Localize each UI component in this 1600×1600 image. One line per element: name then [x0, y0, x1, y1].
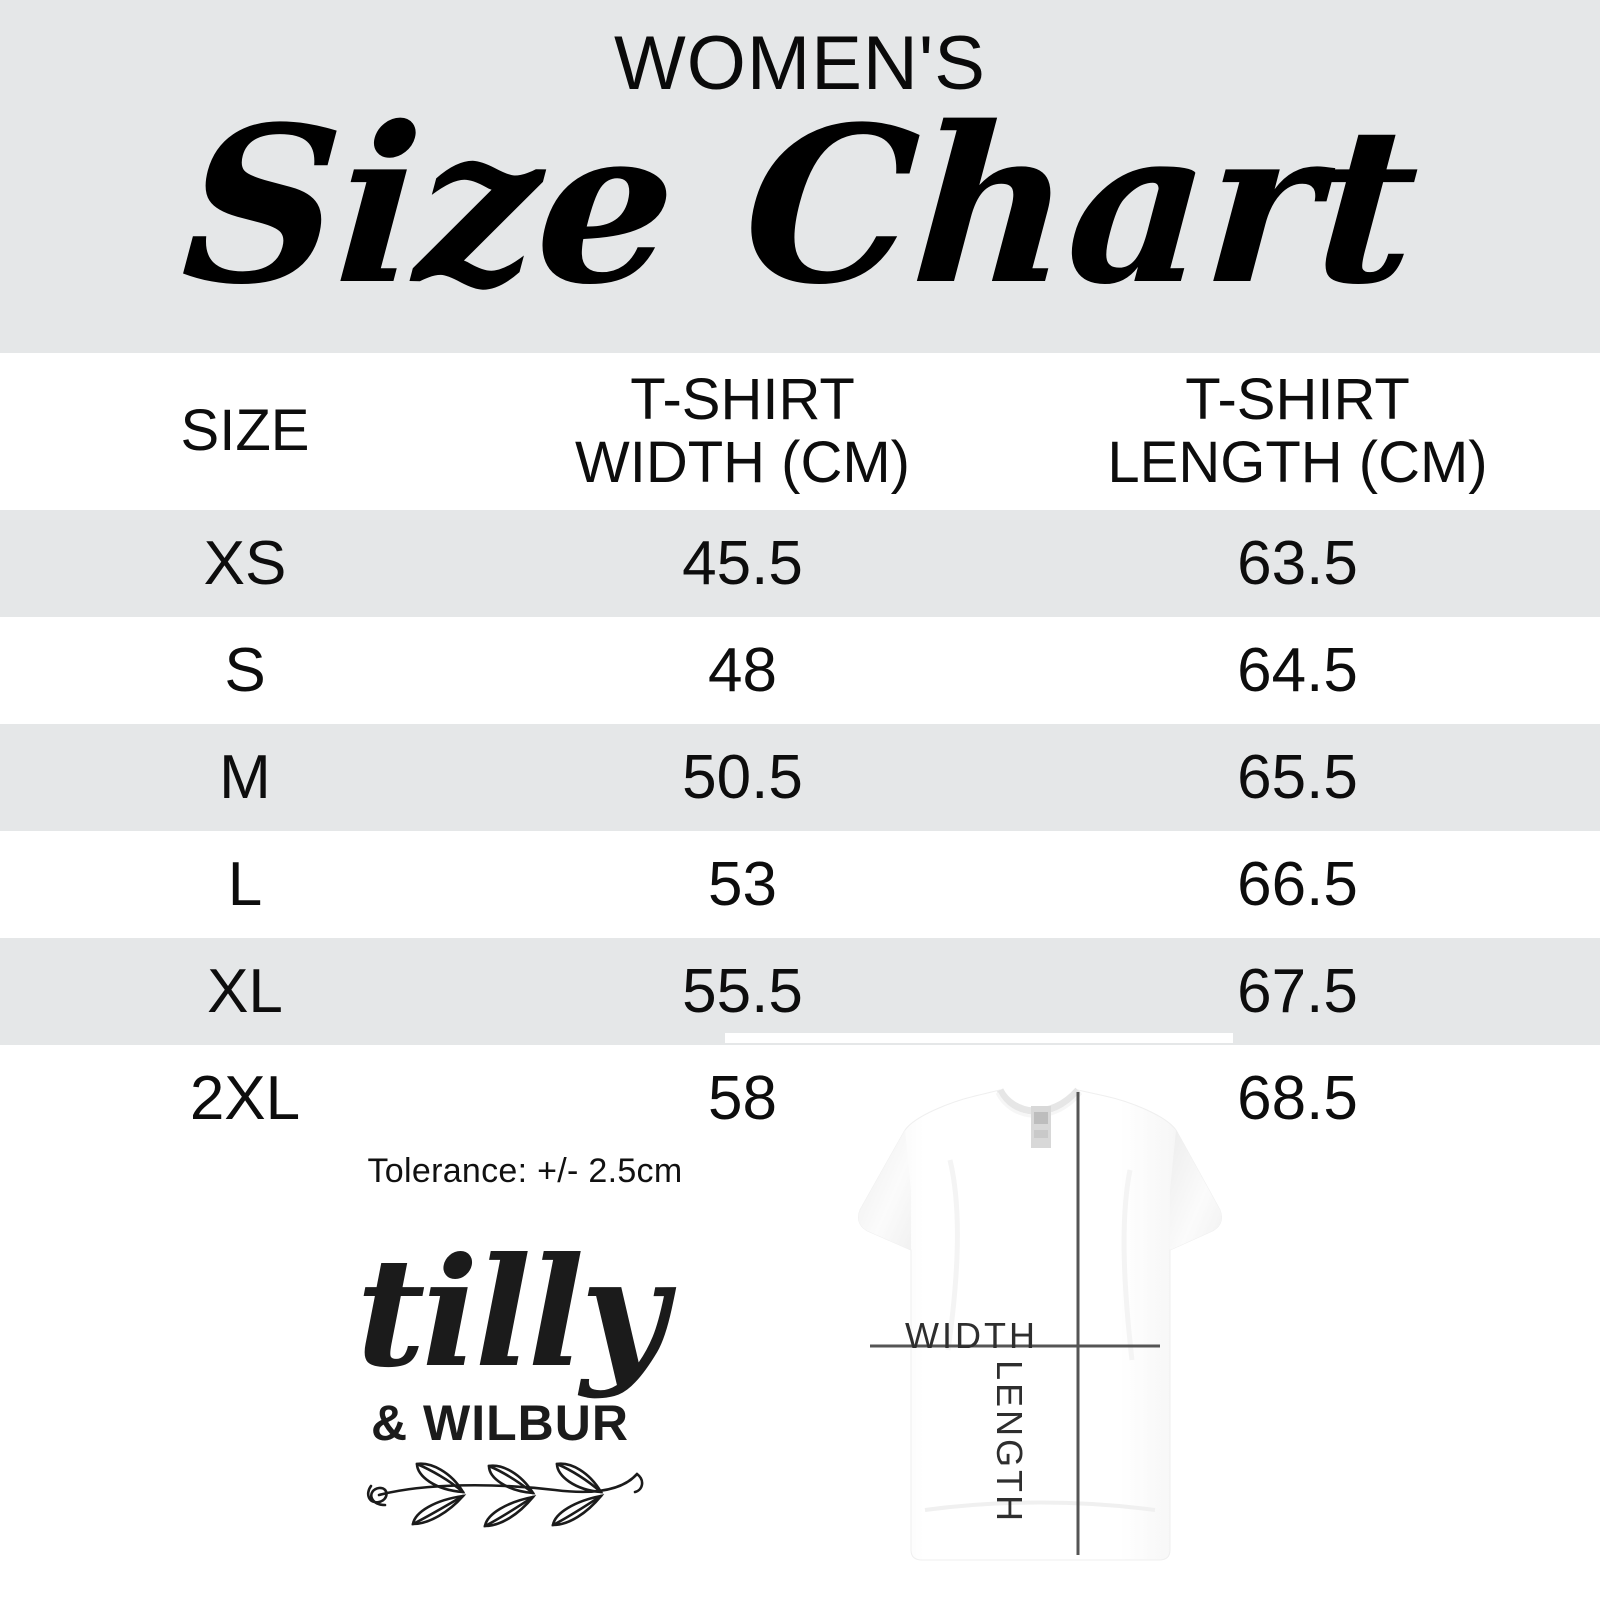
- column-header-width: T-SHIRT WIDTH (CM): [490, 366, 995, 495]
- column-header-length: T-SHIRT LENGTH (CM): [995, 366, 1600, 495]
- cell-size: XL: [207, 956, 283, 1026]
- cell-size: M: [219, 742, 271, 812]
- tolerance-note: Tolerance: +/- 2.5cm: [367, 1152, 683, 1190]
- page-title: Size Chart: [176, 79, 1424, 332]
- tshirt-diagram: WIDTH LENGTH: [700, 1030, 1320, 1600]
- cell-size: 2XL: [189, 1063, 301, 1133]
- column-header-size: SIZE: [0, 400, 490, 463]
- cell-width: 55.5: [682, 956, 803, 1026]
- width-measure-label: WIDTH: [905, 1315, 1038, 1356]
- table-row: S 48 64.5: [0, 617, 1600, 724]
- brand-logo-script: tilly: [356, 1225, 667, 1401]
- brand-logo-subtitle: & WILBUR: [371, 1395, 629, 1451]
- column-header-width-line2: WIDTH (CM): [574, 429, 910, 495]
- column-header-length-line2: LENGTH (CM): [1107, 429, 1488, 495]
- cell-width: 50.5: [682, 742, 803, 812]
- shirt-photo-notch: [725, 1033, 1233, 1043]
- table-row: L 53 66.5: [0, 831, 1600, 938]
- length-measure-label: LENGTH: [989, 1360, 1030, 1525]
- table-row: XL 55.5 67.5: [0, 938, 1600, 1045]
- cell-size: XS: [203, 528, 287, 598]
- header-eyebrow: WOMEN'S: [614, 21, 986, 106]
- brand-logo: tilly & WILBUR: [345, 1238, 675, 1538]
- cell-length: 64.5: [1237, 635, 1358, 705]
- cell-length: 65.5: [1237, 742, 1358, 812]
- cell-length: 67.5: [1237, 956, 1358, 1026]
- table-row: M 50.5 65.5: [0, 724, 1600, 831]
- column-header-size-line1: SIZE: [180, 398, 310, 464]
- leaf-branch-icon: [366, 1462, 644, 1528]
- cell-width: 53: [708, 849, 777, 919]
- table-row: XS 45.5 63.5: [0, 510, 1600, 617]
- column-header-length-line1: T-SHIRT: [1185, 366, 1410, 432]
- column-header-width-line1: T-SHIRT: [630, 366, 855, 432]
- cell-width: 48: [708, 635, 777, 705]
- size-table: SIZE T-SHIRT WIDTH (CM) T-SHIRT LENGTH (…: [0, 353, 1600, 1152]
- table-header-row: SIZE T-SHIRT WIDTH (CM) T-SHIRT LENGTH (…: [0, 353, 1600, 510]
- cell-width: 58: [708, 1063, 777, 1133]
- cell-length: 68.5: [1237, 1063, 1358, 1133]
- header-banner: WOMEN'S Size Chart: [0, 0, 1600, 353]
- cell-width: 45.5: [682, 528, 803, 598]
- cell-size: L: [227, 849, 263, 919]
- cell-length: 63.5: [1237, 528, 1358, 598]
- cell-length: 66.5: [1237, 849, 1358, 919]
- tshirt-illustration-icon: [857, 1087, 1223, 1561]
- cell-size: S: [224, 635, 266, 705]
- table-row: 2XL 58 68.5: [0, 1045, 1600, 1152]
